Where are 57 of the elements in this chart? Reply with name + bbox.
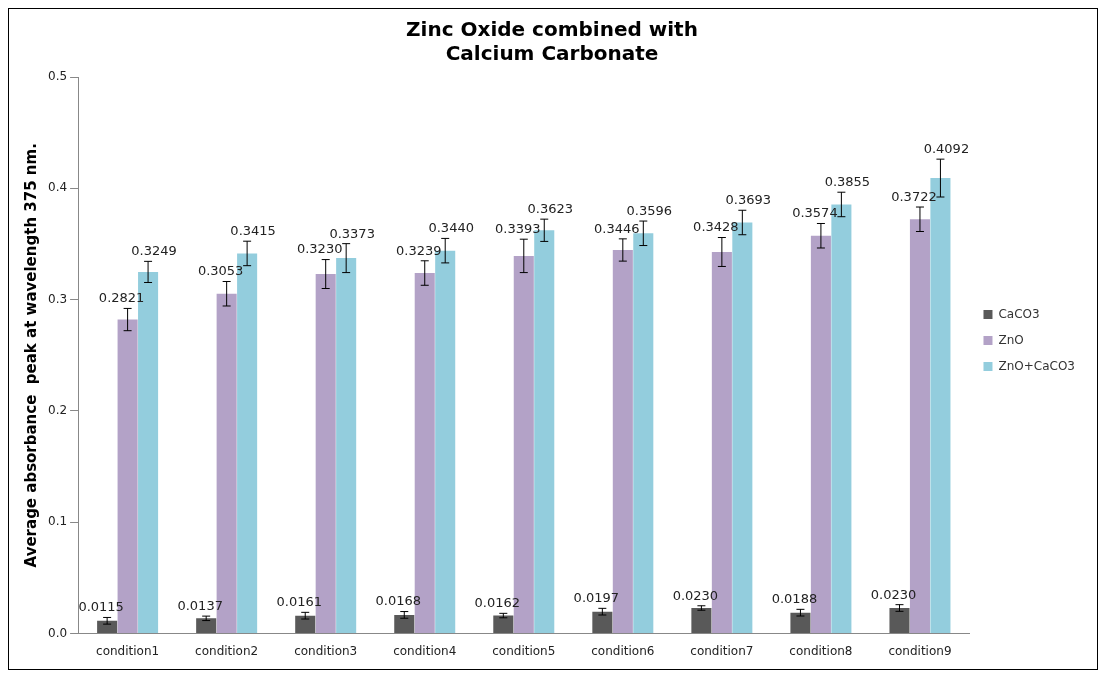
data-label: 0.3574	[792, 205, 838, 221]
bar	[493, 615, 514, 634]
bar	[196, 618, 217, 634]
data-label: 0.3053	[197, 263, 244, 279]
data-label: 0.0162	[474, 595, 521, 611]
data-label: 0.0168	[375, 593, 422, 609]
bar	[691, 608, 712, 634]
data-label: 0.0230	[870, 586, 917, 602]
x-tick-label: condition9	[888, 643, 952, 658]
x-tick-label: condition8	[789, 643, 853, 658]
data-label: 0.3373	[329, 225, 375, 241]
legend-label: ZnO+CaCO3	[998, 358, 1076, 373]
data-label: 0.3722	[891, 188, 937, 204]
bar	[295, 615, 316, 634]
x-tick-label: condition3	[294, 643, 358, 658]
data-label: 0.3249	[131, 243, 177, 259]
x-tick-label: condition7	[690, 643, 754, 658]
data-label: 0.3440	[428, 220, 474, 236]
data-label: 0.3855	[824, 174, 871, 190]
chart-title: Zinc Oxide combined with Calcium Carbonate	[406, 17, 698, 66]
y-tick-label: 0.3	[47, 291, 68, 306]
data-label: 0.3446	[594, 220, 640, 236]
x-tick-label: condition2	[195, 643, 259, 658]
data-label: 0.3415	[230, 223, 276, 239]
data-label: 0.0137	[177, 598, 223, 613]
data-label: 0.3428	[693, 219, 739, 235]
bar	[336, 258, 357, 634]
y-tick-label: 0.5	[47, 69, 68, 84]
legend-label: ZnO	[998, 332, 1024, 347]
bar	[889, 608, 910, 634]
data-label: 0.0161	[276, 594, 322, 610]
data-label: 0.0188	[771, 591, 818, 607]
bar	[633, 233, 654, 634]
x-tick-label: condition5	[492, 643, 556, 658]
y-tick-label: 0.4	[47, 180, 68, 195]
data-label: 0.0197	[573, 590, 620, 606]
data-label: 0.2821	[98, 290, 145, 306]
y-axis-title: Average absorbance peak at wavelength 375 nm.	[21, 143, 40, 568]
data-label: 0.0230	[672, 587, 719, 603]
data-label: 0.3393	[495, 221, 541, 237]
x-tick-label: condition4	[393, 643, 457, 658]
data-label: 0.3693	[725, 192, 772, 208]
data-label: 0.3239	[395, 242, 442, 258]
x-tick-label: condition1	[96, 643, 160, 658]
legend-label: CaCO3	[998, 306, 1040, 321]
y-tick-label: 0.1	[47, 514, 68, 529]
data-label: 0.3230	[296, 241, 343, 257]
data-label: 0.0115	[78, 599, 124, 615]
data-label: 0.4092	[923, 141, 970, 157]
y-tick-label: 0.2	[47, 403, 68, 418]
data-label: 0.3596	[626, 202, 673, 218]
bar	[394, 614, 415, 634]
y-tick-label: 0.0	[47, 625, 68, 640]
bar	[592, 611, 613, 634]
x-tick-label: condition6	[591, 643, 655, 658]
data-label: 0.3623	[527, 201, 573, 217]
bar	[790, 612, 811, 634]
